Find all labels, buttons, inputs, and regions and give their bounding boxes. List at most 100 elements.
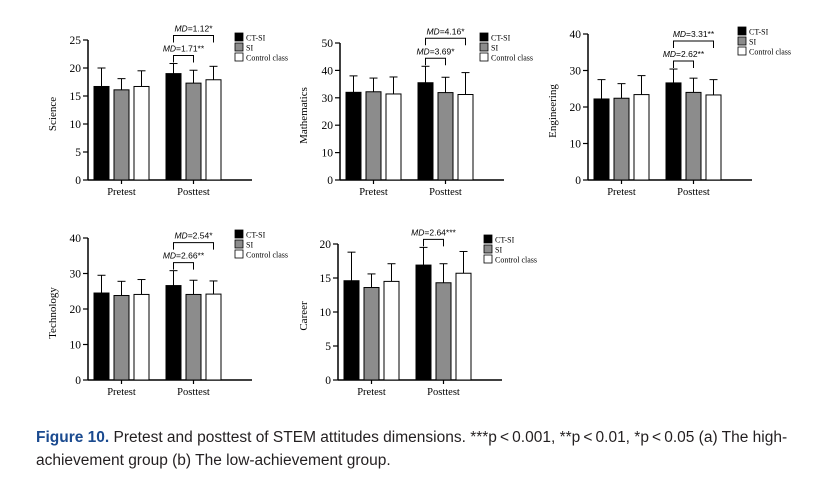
legend-swatch (479, 42, 489, 52)
chart-panel-2: 0 10 20 30 40 Engineering Pretest Posttest MD=2.… (547, 26, 791, 198)
bar (415, 264, 432, 381)
legend-swatch (479, 52, 489, 62)
legend-swatch (234, 32, 244, 42)
bar (685, 91, 702, 181)
legend-label: CT-SI (491, 34, 511, 43)
legend-label: CT-SI (495, 236, 515, 245)
x-tick-label: Pretest (357, 387, 386, 398)
y-tick-label: 25 (70, 35, 82, 47)
bar (113, 295, 130, 381)
y-tick-label: 10 (570, 139, 582, 151)
x-tick-label: Posttest (429, 187, 462, 198)
y-tick-label: 20 (70, 63, 82, 75)
y-tick-label: 40 (70, 233, 82, 245)
legend-label: SI (491, 44, 498, 53)
y-tick-label: 5 (325, 341, 331, 353)
legend-swatch (234, 249, 244, 259)
significance-bracket (425, 37, 466, 46)
caption-text: Pretest and posttest of STEM attitudes d… (36, 429, 788, 469)
x-tick-label: Posttest (177, 187, 210, 198)
legend-swatch (479, 32, 489, 42)
significance-bracket (425, 57, 446, 66)
significance-label: MD=2.54* (174, 231, 213, 241)
significance-label: MD=2.66** (163, 251, 205, 261)
legend-label: CT-SI (246, 34, 266, 43)
significance-label: MD=3.31** (673, 29, 715, 39)
significance-label: MD=2.62** (663, 49, 705, 59)
y-tick-label: 10 (320, 307, 332, 319)
legend-label: Control class (246, 54, 288, 63)
chart-panel-4: 0 5 10 15 20 Career Pretest Posttest MD=2.64*** C… (298, 227, 537, 398)
y-tick-label: 20 (322, 120, 334, 132)
chart-panel-0: 0 5 10 15 20 25 Science Pretest Posttest MD=1.71*… (47, 24, 288, 198)
y-axis-label: Mathematics (298, 87, 310, 144)
bar (113, 89, 130, 181)
bar (383, 280, 400, 381)
legend-swatch (234, 52, 244, 62)
legend-label: CT-SI (749, 28, 769, 37)
legend-swatch (737, 46, 747, 56)
chart-panel-3: 0 10 20 30 40 Technology Pretest Posttest MD=2.6… (47, 229, 288, 398)
x-tick-label: Posttest (177, 387, 210, 398)
legend-label: Control class (749, 48, 791, 57)
y-tick-label: 0 (575, 175, 581, 187)
x-tick-label: Posttest (427, 387, 460, 398)
y-tick-label: 10 (322, 148, 334, 160)
y-tick-label: 50 (322, 38, 334, 50)
legend-label: Control class (491, 54, 533, 63)
y-tick-label: 40 (322, 65, 334, 77)
significance-bracket (173, 242, 214, 250)
significance-label: MD=3.69* (416, 46, 455, 56)
significance-label: MD=2.64*** (411, 227, 456, 237)
y-tick-label: 10 (70, 340, 82, 352)
y-tick-label: 10 (70, 119, 82, 131)
y-axis-label: Technology (47, 287, 59, 339)
legend-swatch (234, 42, 244, 52)
bar (93, 292, 110, 381)
legend-label: SI (246, 241, 253, 250)
bar (133, 85, 150, 181)
y-tick-label: 0 (75, 175, 81, 187)
bar (435, 282, 452, 381)
y-tick-label: 20 (570, 102, 582, 114)
bar (165, 73, 182, 181)
x-tick-label: Pretest (607, 187, 636, 198)
y-tick-label: 30 (322, 93, 334, 105)
bar (93, 85, 110, 181)
bar (437, 92, 454, 181)
x-tick-label: Pretest (107, 387, 136, 398)
significance-label: MD=1.71** (163, 44, 205, 54)
bar (593, 98, 610, 181)
figure-caption: Figure 10. Pretest and posttest of STEM … (36, 426, 826, 472)
legend-label: SI (495, 246, 502, 255)
legend-label: Control class (246, 251, 288, 260)
x-tick-label: Pretest (359, 187, 388, 198)
y-tick-label: 0 (327, 175, 333, 187)
y-axis-label: Engineering (547, 84, 559, 138)
legend-swatch (483, 254, 493, 264)
significance-bracket (173, 262, 194, 270)
bar (385, 93, 402, 181)
x-tick-label: Posttest (677, 187, 710, 198)
bar (613, 97, 630, 181)
y-tick-label: 20 (70, 304, 82, 316)
significance-label: MD=4.16* (426, 26, 465, 36)
y-tick-label: 5 (75, 147, 81, 159)
y-tick-label: 0 (325, 375, 331, 387)
legend-label: SI (246, 44, 253, 53)
y-tick-label: 15 (70, 91, 82, 103)
bar (165, 285, 182, 381)
bar (365, 91, 382, 181)
bar (633, 94, 650, 181)
legend-label: SI (749, 38, 756, 47)
legend-swatch (737, 26, 747, 36)
significance-label: MD=1.12* (174, 24, 213, 34)
bar (363, 287, 380, 381)
legend-swatch (234, 229, 244, 239)
legend-label: CT-SI (246, 231, 266, 240)
bar (345, 91, 362, 181)
legend-label: Control class (495, 256, 537, 265)
bar (205, 293, 222, 381)
y-tick-label: 15 (320, 273, 332, 285)
legend-swatch (234, 239, 244, 249)
